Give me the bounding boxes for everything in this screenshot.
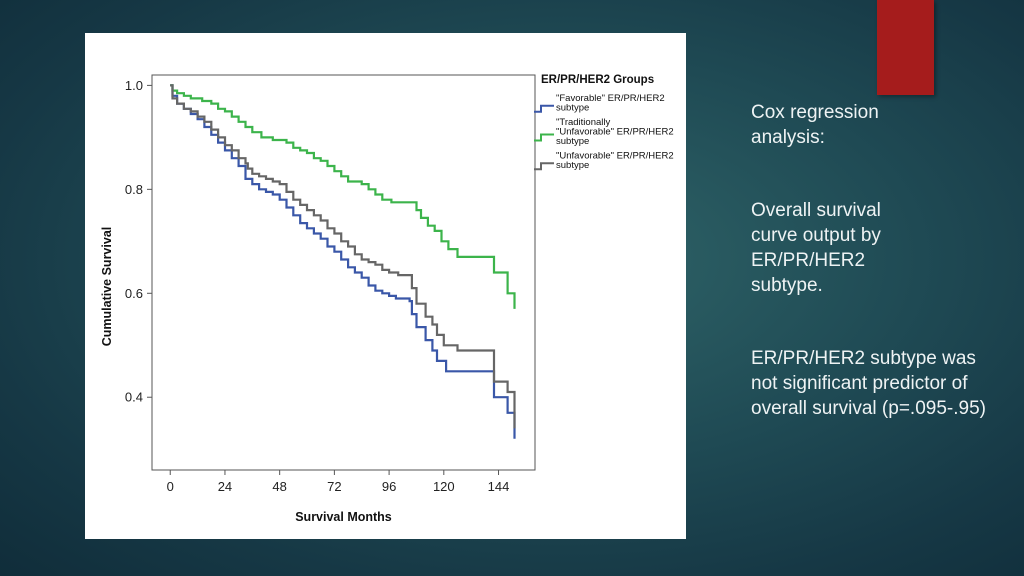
- text-overall-survival: Overall survival curve output by ER/PR/H…: [751, 200, 881, 296]
- chart-legend: ER/PR/HER2 Groups"Favorable" ER/PR/HER2s…: [534, 74, 674, 171]
- chart-series: [170, 84, 516, 439]
- x-tick-label-144: 144: [488, 479, 510, 494]
- text-cox-regression: Cox regression analysis:: [751, 102, 879, 148]
- legend-entry-1-line-1: "Unfavorable" ER/PR/HER2: [556, 127, 674, 138]
- text-significance: ER/PR/HER2 subtype was not significant p…: [751, 348, 986, 419]
- y-tick-label-1: 0.6: [125, 286, 143, 301]
- legend-entry-0-line-0: "Favorable" ER/PR/HER2: [556, 93, 665, 104]
- x-tick-label-48: 48: [272, 479, 286, 494]
- chart-panel: 0 24 48 72 96 120 144 0.4 0.6 0.8 1.0 Survival Mont…: [85, 33, 686, 539]
- x-tick-label-96: 96: [382, 479, 396, 494]
- legend-entry-2-line-1: subtype: [556, 160, 589, 171]
- legend-swatch-1: [534, 133, 554, 142]
- plot-frame: [151, 74, 536, 471]
- accent-bar: [877, 0, 934, 95]
- legend-title: ER/PR/HER2 Groups: [541, 74, 654, 86]
- y-axis-title: Cumulative Survival: [100, 227, 114, 347]
- series-line-2: [170, 84, 516, 429]
- x-tick-label-72: 72: [327, 479, 341, 494]
- legend-swatch-0: [534, 104, 554, 113]
- y-tick-label-0: 0.4: [125, 390, 143, 405]
- chart-axes: 0 24 48 72 96 120 144 0.4 0.6 0.8 1.0 Survival Mont…: [100, 74, 536, 524]
- legend-entry-2-line-0: "Unfavorable" ER/PR/HER2: [556, 151, 674, 162]
- legend-entry-1-line-0: "Traditionally: [556, 117, 610, 128]
- x-tick-label-120: 120: [433, 479, 455, 494]
- x-tick-label-0: 0: [167, 479, 174, 494]
- x-tick-label-24: 24: [218, 479, 232, 494]
- y-tick-label-3: 1.0: [125, 78, 143, 93]
- legend-entry-0-line-1: subtype: [556, 103, 589, 114]
- survival-chart: 0 24 48 72 96 120 144 0.4 0.6 0.8 1.0 Survival Mont…: [100, 74, 674, 524]
- legend-swatch-2: [534, 162, 554, 171]
- x-axis-title: Survival Months: [295, 510, 392, 524]
- y-tick-label-2: 0.8: [125, 182, 143, 197]
- series-line-1: [170, 84, 516, 309]
- legend-entry-1-line-2: subtype: [556, 136, 589, 147]
